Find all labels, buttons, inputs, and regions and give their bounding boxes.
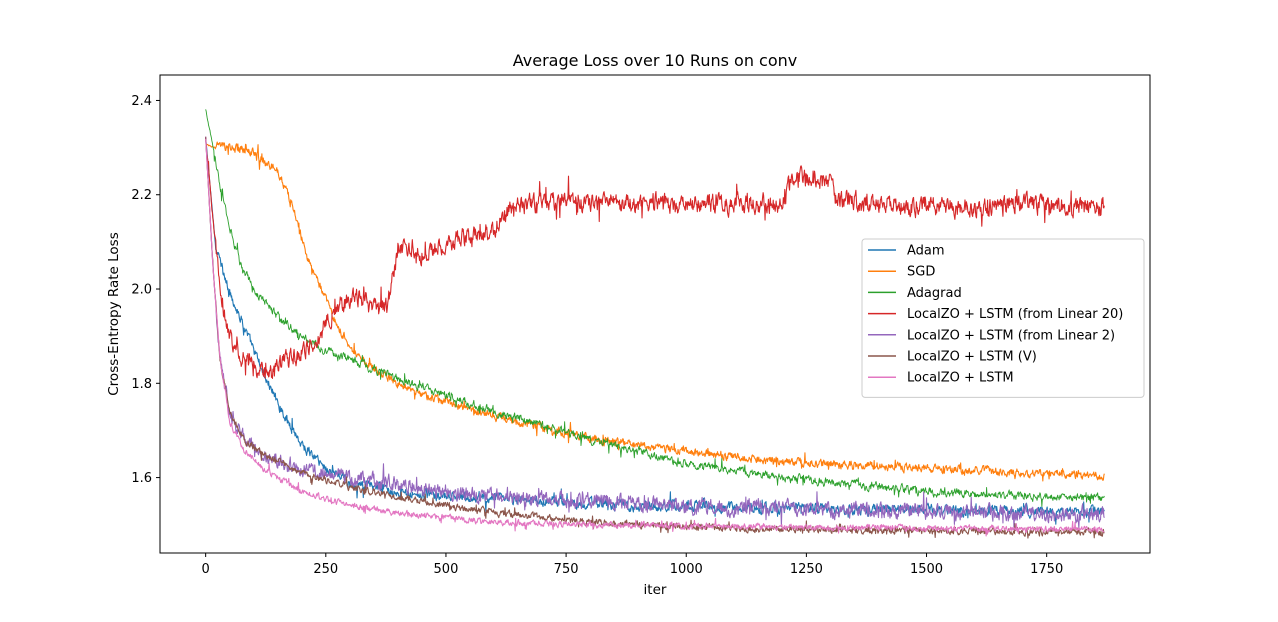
x-tick-label-5: 1250 bbox=[790, 562, 823, 577]
series-line-4 bbox=[205, 136, 1105, 531]
y-tick-label-2: 2.0 bbox=[131, 283, 152, 298]
series-line-2 bbox=[205, 109, 1105, 507]
legend-entry-6: LocalZO + LSTM bbox=[907, 371, 1014, 386]
legend-entry-4: LocalZO + LSTM (from Linear 2) bbox=[907, 328, 1115, 343]
series-line-3 bbox=[205, 136, 1105, 380]
series-line-6 bbox=[205, 138, 1105, 537]
y-tick-label-0: 1.6 bbox=[131, 471, 152, 486]
series-lines bbox=[205, 109, 1105, 539]
x-axis-label: iter bbox=[644, 582, 667, 598]
series-line-1 bbox=[205, 141, 1105, 482]
axes-frame bbox=[159, 74, 1151, 554]
legend-box bbox=[861, 238, 1145, 398]
x-tick-label-4: 1000 bbox=[670, 562, 703, 577]
y-tick-label-3: 2.2 bbox=[131, 188, 152, 203]
legend-entry-1: SGD bbox=[907, 265, 935, 280]
legend-entry-0: Adam bbox=[907, 244, 945, 259]
chart-title: Average Loss over 10 Runs on conv bbox=[513, 51, 798, 70]
x-tick-label-6: 1500 bbox=[910, 562, 943, 577]
axes: 0 250 500 750 1000 1250 1500 1750 1.6 1.8 2.0 2.2 2.… bbox=[131, 74, 1151, 577]
y-tick-label-1: 1.8 bbox=[131, 377, 152, 392]
x-tick-label-2: 500 bbox=[434, 562, 459, 577]
plot-area bbox=[205, 109, 1105, 539]
legend-entry-3: LocalZO + LSTM (from Linear 20) bbox=[907, 307, 1123, 322]
y-tick-label-4: 2.4 bbox=[131, 94, 152, 109]
x-tick-label-7: 1750 bbox=[1030, 562, 1063, 577]
y-axis-label: Cross-Entropy Rate Loss bbox=[106, 232, 122, 395]
legend-entry-5: LocalZO + LSTM (V) bbox=[907, 350, 1037, 365]
legend-entry-2: Adagrad bbox=[907, 286, 962, 301]
x-tick-label-1: 250 bbox=[313, 562, 338, 577]
legend: Adam SGD Adagrad LocalZO + LSTM (from Linea… bbox=[861, 238, 1145, 398]
x-tick-label-0: 0 bbox=[202, 562, 210, 577]
x-tick-label-3: 750 bbox=[554, 562, 579, 577]
